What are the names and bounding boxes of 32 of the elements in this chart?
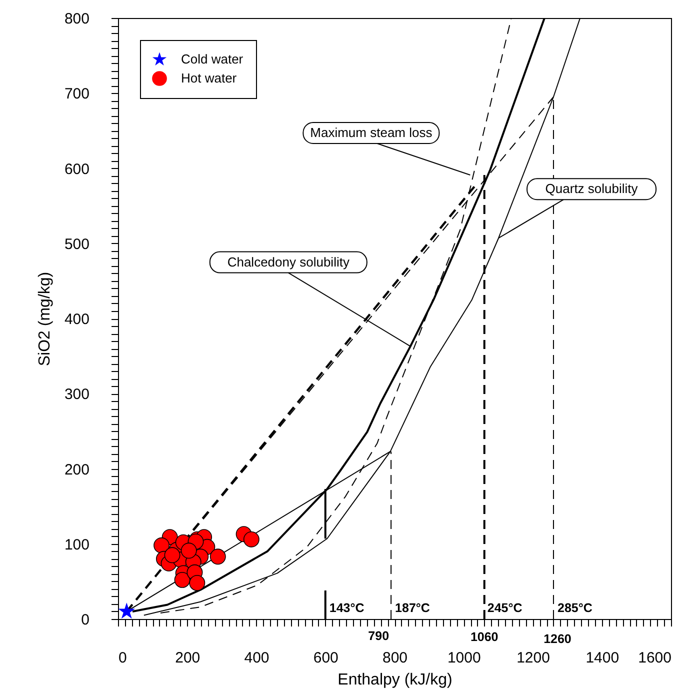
annotation: 1260 (544, 632, 572, 646)
x-tick-label: 1400 (586, 650, 620, 666)
annotation: Chalcedony solubility (227, 254, 350, 270)
y-tick-label: 500 (64, 236, 90, 253)
x-axis-title: Enthalpy (kJ/kg) (338, 672, 452, 688)
y-axis-title: SiO2 (mg/kg) (36, 272, 54, 366)
y-tick-label: 400 (64, 311, 90, 328)
annotation: 1060 (470, 630, 498, 644)
x-tick-label: 1600 (638, 650, 672, 666)
y-tick-label: 100 (64, 536, 90, 554)
annotation: 143°C (329, 601, 364, 615)
x-tick-label: 1000 (447, 650, 481, 666)
y-tick-label: 800 (64, 10, 90, 28)
annotation: 245°C (487, 601, 522, 615)
x-tick-label: 800 (382, 650, 408, 666)
x-tick-label: 200 (175, 650, 200, 666)
annotation: Quartz solubility (545, 181, 638, 196)
y-tick-label: 300 (64, 386, 90, 404)
annotation: 790 (368, 629, 390, 643)
y-tick-label: 600 (64, 160, 90, 178)
x-tick-label: 400 (244, 650, 270, 666)
y-tick-label: 0 (81, 612, 90, 628)
y-tick-label: 200 (64, 461, 90, 478)
x-tick-label: 1200 (516, 650, 550, 666)
y-tick-label: 700 (64, 86, 90, 103)
legend-label: Hot water (181, 70, 238, 86)
x-tick-label: 0 (118, 650, 127, 666)
annotation: 187°C (395, 601, 430, 615)
legend-label: Cold water (181, 52, 244, 66)
annotation: Maximum steam loss (310, 125, 433, 140)
x-tick-label: 600 (313, 650, 338, 666)
annotation: 285°C (557, 601, 592, 615)
